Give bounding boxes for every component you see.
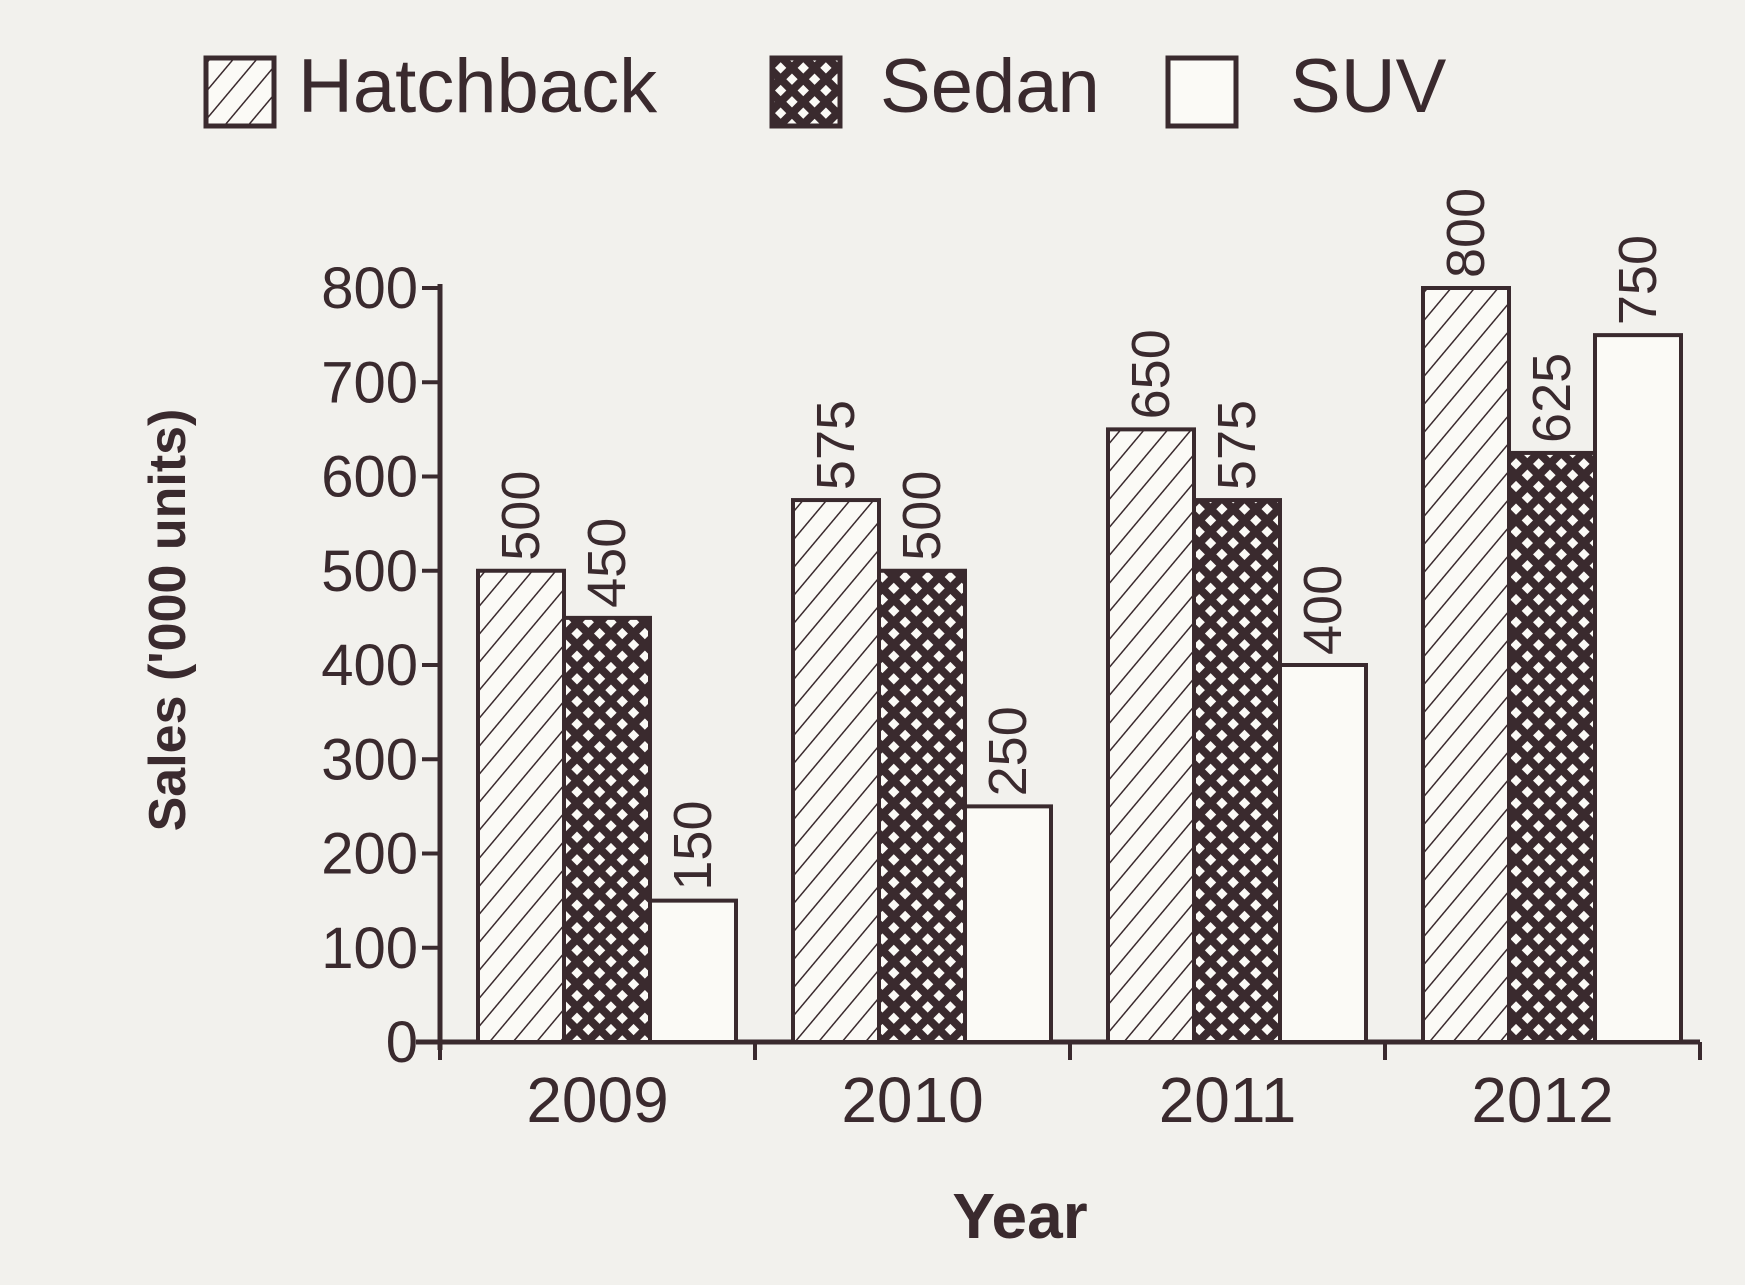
data-label: 500 <box>892 471 952 561</box>
bar-suv-2009 <box>648 898 738 1044</box>
bar-hatchback-2012 <box>1421 286 1511 1044</box>
legend-label-sedan: Sedan <box>880 44 1100 129</box>
bar-suv-2011 <box>1278 663 1368 1044</box>
data-label: 400 <box>1293 565 1353 655</box>
x-tick-label: 2010 <box>841 1064 983 1136</box>
data-label: 500 <box>491 471 551 561</box>
bar-sedan-2011 <box>1192 498 1282 1044</box>
bar-sedan-2012 <box>1507 450 1597 1044</box>
legend-swatch-hatchback <box>203 55 277 129</box>
data-label: 450 <box>577 518 637 608</box>
x-axis: 2009 2010 2011 2012 <box>416 1039 1702 1136</box>
data-label: 750 <box>1608 235 1668 325</box>
data-label: 800 <box>1436 188 1496 278</box>
legend-swatch-sedan <box>769 55 843 129</box>
legend: Hatchback Sedan SUV <box>203 44 1447 129</box>
y-tick-label: 700 <box>321 350 418 415</box>
x-tick-label: 2012 <box>1471 1064 1613 1136</box>
y-tick-label: 600 <box>321 445 418 510</box>
y-tick-label: 200 <box>321 822 418 887</box>
data-label: 250 <box>978 706 1038 796</box>
x-axis-title: Year <box>952 1180 1087 1252</box>
y-tick-label: 0 <box>386 1010 418 1075</box>
y-tick-label: 100 <box>321 916 418 981</box>
legend-label-suv: SUV <box>1290 44 1447 129</box>
x-tick-label: 2011 <box>1159 1064 1297 1136</box>
bar-suv-2012 <box>1593 333 1683 1044</box>
y-axis: 0 100 200 300 400 500 600 700 800 <box>321 256 443 1075</box>
data-label: 575 <box>806 400 866 490</box>
y-axis-title: Sales ('000 units) <box>139 409 197 832</box>
bars: 500 575 650 800 450 500 575 625 150 250 400 750 <box>476 188 1683 1044</box>
y-tick-label: 500 <box>321 539 418 604</box>
bar-hatchback-2011 <box>1106 427 1196 1044</box>
data-label: 575 <box>1207 400 1267 490</box>
bar-sedan-2009 <box>562 615 652 1044</box>
data-label: 150 <box>663 801 723 891</box>
legend-swatch-suv <box>1165 55 1239 129</box>
bar-hatchback-2009 <box>476 568 566 1044</box>
bar-hatchback-2010 <box>791 498 881 1044</box>
data-label: 650 <box>1121 329 1181 419</box>
bar-suv-2010 <box>963 804 1053 1044</box>
y-tick-label: 800 <box>321 256 418 321</box>
legend-label-hatchback: Hatchback <box>298 44 658 129</box>
data-label: 625 <box>1522 353 1582 443</box>
bar-sedan-2010 <box>877 568 967 1044</box>
y-tick-label: 400 <box>321 633 418 698</box>
y-tick-label: 300 <box>321 727 418 792</box>
x-tick-label: 2009 <box>526 1064 668 1136</box>
